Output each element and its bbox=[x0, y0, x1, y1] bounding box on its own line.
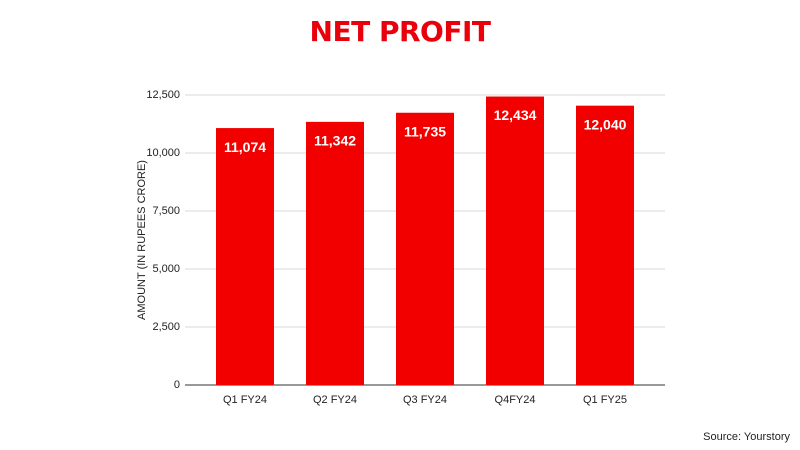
x-tick-label: Q3 FY24 bbox=[403, 394, 447, 406]
bar bbox=[396, 112, 454, 386]
value-label: 11,735 bbox=[404, 123, 446, 139]
x-tick-label: Q2 FY24 bbox=[313, 394, 357, 406]
bar bbox=[486, 96, 544, 386]
value-label: 11,342 bbox=[314, 133, 356, 149]
value-label: 11,074 bbox=[224, 139, 266, 155]
value-label: 12,040 bbox=[584, 116, 627, 132]
x-tick-label: Q1 FY25 bbox=[583, 394, 627, 406]
chart-title: NET PROFIT bbox=[310, 15, 491, 48]
y-tick-label: 5,000 bbox=[152, 263, 180, 275]
y-tick-label: 12,500 bbox=[146, 89, 180, 101]
bar bbox=[306, 121, 364, 385]
y-tick-label: 2,500 bbox=[152, 321, 180, 333]
source-note: Source: Yourstory bbox=[703, 431, 790, 443]
y-axis-label: AMOUNT (IN RUPEES CRORE) bbox=[136, 160, 148, 320]
y-tick-label: 0 bbox=[174, 379, 180, 391]
x-tick-label: Q1 FY24 bbox=[223, 394, 267, 406]
x-tick-label: Q4FY24 bbox=[495, 394, 536, 406]
bar bbox=[216, 128, 274, 386]
bar bbox=[576, 105, 634, 385]
y-tick-label: 10,000 bbox=[146, 147, 180, 159]
y-tick-label: 7,500 bbox=[152, 205, 180, 217]
value-label: 12,434 bbox=[494, 107, 537, 123]
